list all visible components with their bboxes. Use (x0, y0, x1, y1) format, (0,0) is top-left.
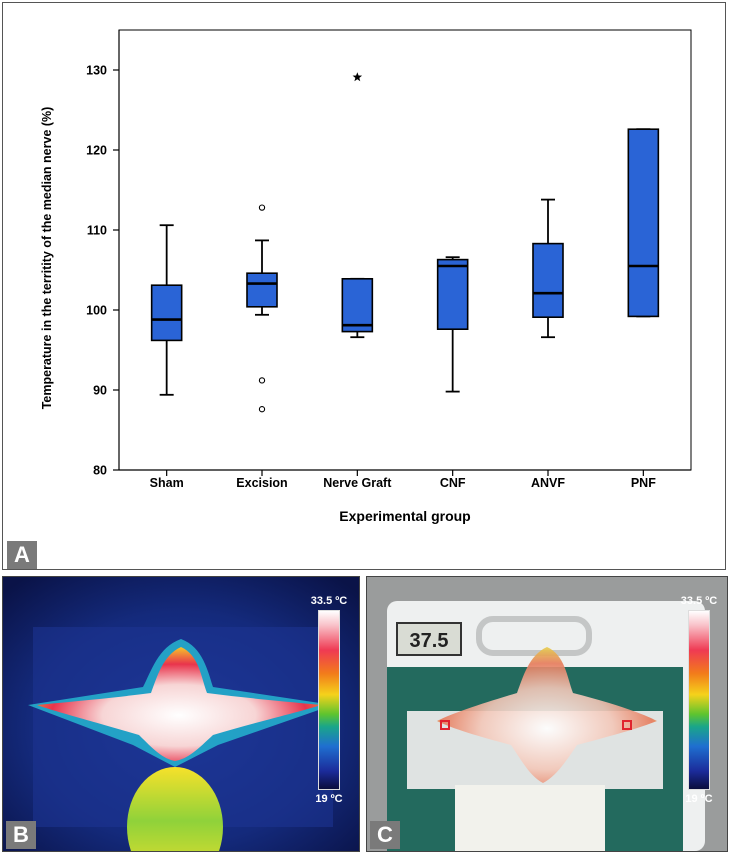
box-pnf (627, 128, 660, 318)
digital-display (396, 622, 462, 656)
panel-a-chart: 80 90 100 110 120 130 Sham Excision Nerve Graft… (2, 2, 726, 570)
outlier-point (258, 406, 266, 413)
scale-min-c: 19 ºC (685, 793, 713, 805)
panel-label-a: A (7, 541, 37, 569)
board-handle (476, 616, 592, 656)
x-tick-label: PNF (631, 476, 656, 490)
box-body (532, 242, 564, 319)
thermal-heatmap (3, 577, 359, 851)
heat-body (37, 647, 321, 761)
box-body (436, 258, 469, 331)
x-axis-label: Experimental group (339, 508, 470, 524)
box-body (341, 277, 374, 333)
y-tick-label: 90 (93, 384, 107, 398)
y-tick-label: 130 (86, 64, 107, 78)
y-tick-label: 120 (86, 144, 107, 158)
heat-tail (127, 767, 223, 851)
thermal-scale-c: 33.5 ºC 19 ºC (673, 595, 725, 805)
plot-frame (118, 29, 692, 471)
y-tick-label: 110 (87, 224, 107, 238)
x-tick-label: ANVF (531, 476, 565, 490)
box-plot: 80 90 100 110 120 130 Sham Excision Nerve Graft… (40, 29, 692, 524)
overlay-image-c: 37.5 33.5 ºC 19 ºC C (366, 576, 728, 852)
color-scale-bar-c (688, 610, 710, 790)
y-axis-label: Temperature in the territity of the medi… (40, 107, 54, 410)
scale-min-b: 19 ºC (315, 793, 343, 805)
color-scale-bar-b (318, 610, 340, 790)
x-tick-label: Nerve Graft (323, 476, 392, 490)
box-sham (150, 224, 183, 396)
box-body (627, 128, 660, 318)
box-anvf (532, 198, 564, 339)
scale-max-b: 33.5 ºC (310, 595, 348, 607)
overlay-body (437, 647, 657, 783)
overlay-photo: 37.5 (367, 577, 727, 851)
panel-label-c: C (370, 821, 400, 849)
y-tick-label: 80 (93, 464, 107, 478)
x-tick-label: Excision (236, 476, 287, 490)
outlier-point (258, 204, 266, 211)
roi-left (440, 720, 450, 730)
paper-note (455, 785, 605, 851)
thermal-image-b: 33.5 ºC 19 ºC B (2, 576, 360, 852)
x-tick-label: Sham (150, 476, 184, 490)
y-tick-label: 100 (86, 304, 107, 318)
roi-right (622, 720, 632, 730)
thermal-scale-b: 33.5 ºC 19 ºC (305, 595, 353, 805)
box-cnf (436, 256, 469, 393)
box-body (246, 272, 278, 308)
box-body (150, 284, 183, 342)
extreme-point (352, 72, 363, 82)
box-nerve-graft (341, 72, 374, 339)
box-excision (246, 204, 278, 413)
scale-max-c: 33.5 ºC (680, 595, 718, 607)
display-reading: 37.5 (410, 630, 449, 652)
x-tick-label: CNF (440, 476, 466, 490)
outlier-point (258, 377, 266, 384)
panel-label-b: B (6, 821, 36, 849)
